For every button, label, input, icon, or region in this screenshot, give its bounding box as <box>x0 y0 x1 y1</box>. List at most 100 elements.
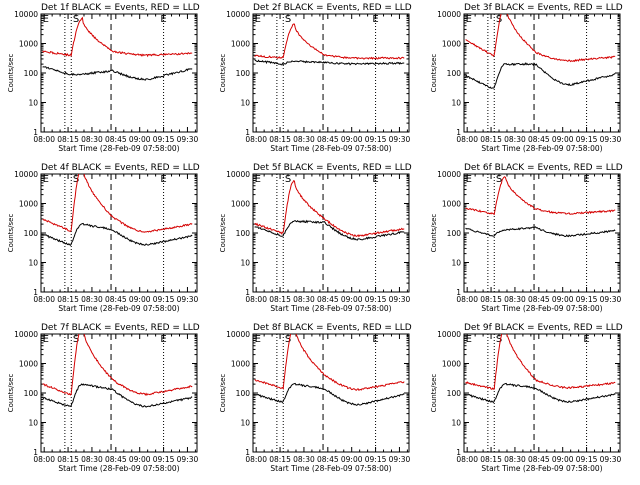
x-tick-label: 09:30 <box>389 135 411 144</box>
y-tick-label: 10 <box>451 419 461 428</box>
y-tick-label: 100 <box>24 229 39 238</box>
y-tick-label: 10000 <box>437 170 461 179</box>
y-tick-label: 10000 <box>437 330 461 339</box>
plot-frame <box>252 13 410 133</box>
y-tick-label: 100 <box>236 389 251 398</box>
x-tick-label: 08:00 <box>245 135 267 144</box>
x-tick-label: 09:00 <box>552 135 574 144</box>
y-tick-label: 1000 <box>231 200 250 209</box>
x-tick-label: 08:15 <box>57 455 79 464</box>
y-tick-label: 1 <box>245 288 250 297</box>
region-marker: E <box>372 174 378 185</box>
y-tick-label: 100 <box>236 229 251 238</box>
series-line-lld <box>254 23 405 60</box>
x-tick-label: 08:45 <box>528 455 550 464</box>
region-marker: E <box>160 174 166 185</box>
y-tick-label: 10 <box>451 99 461 108</box>
series-line-lld <box>42 334 193 397</box>
region-marker: S <box>285 174 291 185</box>
x-tick-label: 08:00 <box>245 455 267 464</box>
x-tick-label: 08:00 <box>33 135 55 144</box>
x-axis-label: Start Time (28-Feb-09 07:58:00) <box>58 464 179 473</box>
detector-panel: Det 9f BLACK = Events, RED = LLD 1 10 100 10… <box>430 323 623 473</box>
x-tick-label: 09:15 <box>153 455 175 464</box>
x-tick-label: 08:00 <box>33 455 55 464</box>
detector-panel: Det 1f BLACK = Events, RED = LLD 1 10 100 10… <box>7 3 200 153</box>
series-group <box>42 334 193 408</box>
y-tick-label: 1 <box>33 128 38 137</box>
x-tick-label: 08:45 <box>317 135 339 144</box>
series-line-events <box>465 62 616 89</box>
x-tick-label: 08:00 <box>456 135 478 144</box>
x-tick-label: 08:00 <box>456 295 478 304</box>
x-tick-label: 08:30 <box>293 135 315 144</box>
region-marker: E <box>160 334 166 345</box>
region-marker: E <box>43 334 49 345</box>
detector-panel: Det 2f BLACK = Events, RED = LLD 1 10 100 10… <box>219 3 412 153</box>
y-tick-label: 10 <box>28 99 38 108</box>
series-line-events <box>42 222 193 246</box>
x-tick-label: 09:00 <box>341 295 363 304</box>
panel-title: Det 1f BLACK = Events, RED = LLD <box>41 3 200 13</box>
y-tick-label: 100 <box>447 69 462 78</box>
region-marker: S <box>496 14 502 25</box>
region-marker: S <box>496 174 502 185</box>
series-line-events <box>254 382 405 406</box>
region-marker: E <box>466 174 472 185</box>
y-tick-label: 100 <box>24 389 39 398</box>
x-tick-label: 08:00 <box>456 455 478 464</box>
region-marker: E <box>255 14 261 25</box>
region-marker: E <box>466 14 472 25</box>
y-tick-label: 1000 <box>19 360 38 369</box>
y-axis-label: Counts/sec <box>219 54 227 93</box>
y-tick-label: 10000 <box>226 170 250 179</box>
series-group <box>465 176 616 238</box>
x-tick-label: 08:30 <box>81 295 103 304</box>
y-tick-label: 1 <box>33 448 38 457</box>
x-tick-label: 08:30 <box>81 455 103 464</box>
x-tick-label: 09:00 <box>129 455 151 464</box>
x-tick-label: 08:15 <box>57 295 79 304</box>
x-tick-label: 09:15 <box>576 135 598 144</box>
series-group <box>254 334 405 406</box>
detector-panel: Det 8f BLACK = Events, RED = LLD 1 10 100 10… <box>219 323 412 473</box>
x-tick-label: 09:15 <box>153 295 175 304</box>
x-axis-label: Start Time (28-Feb-09 07:58:00) <box>481 464 602 473</box>
x-tick-label: 09:30 <box>600 455 622 464</box>
region-marker: E <box>43 174 49 185</box>
panel-title: Det 9f BLACK = Events, RED = LLD <box>464 323 623 333</box>
y-tick-label: 100 <box>447 389 462 398</box>
y-tick-label: 10000 <box>226 330 250 339</box>
region-marker: S <box>73 174 79 185</box>
x-tick-label: 08:30 <box>504 455 526 464</box>
series-group <box>465 14 616 89</box>
y-tick-label: 10 <box>28 419 38 428</box>
series-group <box>254 180 405 241</box>
series-group <box>42 16 193 81</box>
panel-title: Det 7f BLACK = Events, RED = LLD <box>41 323 200 333</box>
y-axis-label: Counts/sec <box>7 214 15 253</box>
x-tick-label: 08:15 <box>480 295 502 304</box>
panel-title: Det 3f BLACK = Events, RED = LLD <box>464 3 623 13</box>
x-tick-label: 08:45 <box>105 135 127 144</box>
y-axis-label: Counts/sec <box>430 54 438 93</box>
x-axis-label: Start Time (28-Feb-09 07:58:00) <box>270 304 391 313</box>
x-tick-label: 08:45 <box>317 295 339 304</box>
x-tick-label: 08:15 <box>480 455 502 464</box>
y-tick-label: 10 <box>240 99 250 108</box>
panel-title: Det 8f BLACK = Events, RED = LLD <box>253 323 412 333</box>
x-tick-label: 09:30 <box>389 295 411 304</box>
y-tick-label: 1000 <box>231 360 250 369</box>
x-tick-label: 08:45 <box>528 135 550 144</box>
x-axis-label: Start Time (28-Feb-09 07:58:00) <box>481 144 602 153</box>
detector-panel: Det 5f BLACK = Events, RED = LLD 1 10 100 10… <box>219 163 412 313</box>
x-tick-label: 08:30 <box>293 295 315 304</box>
y-tick-label: 1000 <box>442 40 461 49</box>
plot-frame <box>463 173 621 293</box>
x-tick-label: 09:00 <box>341 455 363 464</box>
y-tick-label: 1000 <box>442 360 461 369</box>
y-axis-label: Counts/sec <box>219 214 227 253</box>
plot-frame <box>463 13 621 133</box>
series-line-lld <box>42 174 193 233</box>
